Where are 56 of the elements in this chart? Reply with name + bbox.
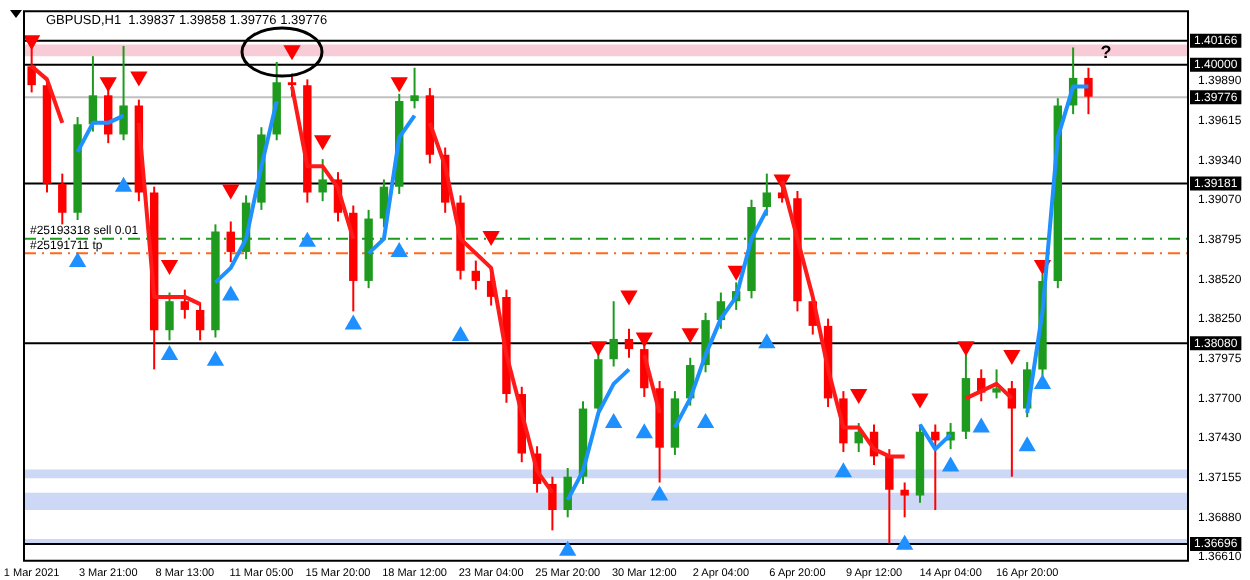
point: [452, 327, 469, 342]
candlestick: [226, 220, 235, 264]
point: [222, 184, 239, 199]
point: [957, 341, 974, 356]
candlestick: [471, 259, 481, 291]
point: [973, 418, 990, 433]
point: [207, 351, 224, 366]
point: [161, 259, 178, 274]
point: [896, 535, 913, 550]
point: [483, 230, 500, 245]
point: [1019, 437, 1036, 452]
candlestick: [992, 368, 1001, 400]
point: [835, 463, 852, 478]
point: [590, 341, 607, 356]
point: [651, 486, 668, 501]
candlestick: [165, 291, 174, 342]
point: [299, 232, 316, 247]
point: [728, 265, 745, 280]
candlestick: [900, 481, 909, 519]
point: [100, 77, 117, 92]
point: [559, 541, 576, 556]
candlestick: [854, 422, 863, 454]
candlestick: [318, 158, 327, 203]
point: [942, 457, 959, 472]
point: [284, 45, 300, 60]
candlestick: [762, 172, 772, 217]
candlestick: [548, 475, 557, 532]
point: [1034, 374, 1051, 389]
point: [23, 35, 40, 50]
point: [697, 414, 714, 429]
point: [605, 414, 622, 429]
point: [391, 77, 408, 92]
candlestick: [180, 288, 190, 320]
point: [222, 286, 239, 301]
point: [391, 242, 408, 257]
point: [314, 135, 331, 150]
point: [682, 328, 699, 343]
candlestick: [410, 66, 419, 110]
point: [69, 253, 86, 268]
point: [636, 332, 653, 347]
candlestick: [624, 327, 634, 359]
point: [1003, 349, 1020, 364]
point: [345, 315, 362, 330]
candlestick: [609, 300, 618, 368]
candlestick: [885, 448, 894, 545]
point: [130, 71, 147, 86]
point: [636, 424, 653, 439]
candlestick: [195, 301, 205, 342]
point: [621, 290, 637, 305]
candlestick: [931, 423, 940, 512]
candlestick: [58, 172, 67, 226]
candlestick: [119, 45, 128, 142]
annotation: ?: [1100, 42, 1112, 63]
candlestick: [1084, 66, 1093, 116]
point: [161, 345, 178, 360]
point: [758, 334, 775, 349]
